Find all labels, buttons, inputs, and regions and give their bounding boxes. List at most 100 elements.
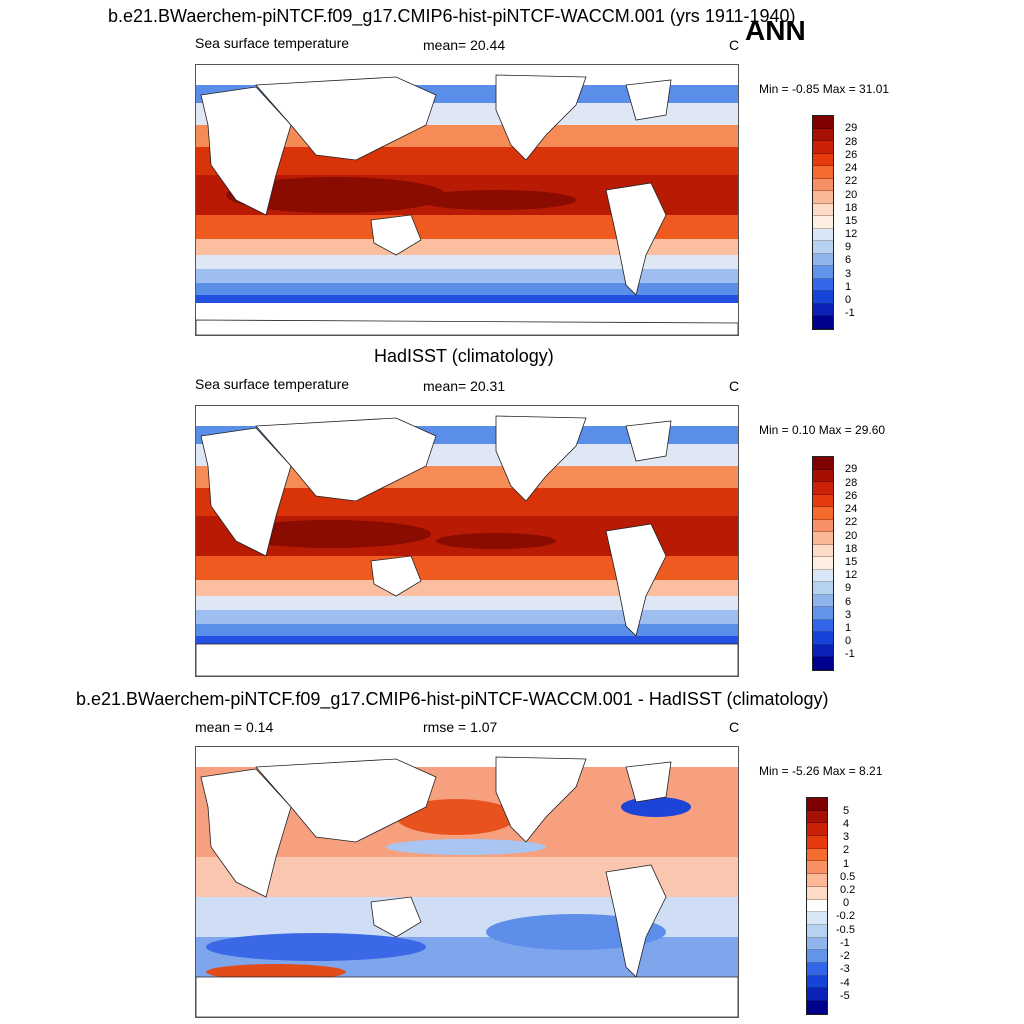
panel2-obs-sst-map [195,405,739,677]
panel1-colorbar-swatch [813,178,833,191]
panel3-colorbar-swatch [807,975,827,989]
panel2-colorbar-tick: 1 [845,622,852,634]
panel2-colorbar-swatch [813,469,833,482]
panel3-colorbar-swatch [807,848,827,862]
panel2-colorbar-swatch [813,482,833,495]
panel2-colorbar-swatch [813,582,833,595]
panel2-colorbar-swatch [813,569,833,582]
panel1-colorbar-swatch [813,266,833,279]
panel2-colorbar-tick: 9 [845,582,852,594]
panel2-colorbar-tick: 15 [845,556,858,568]
panel3-colorbar-swatch [807,950,827,963]
panel2-colorbar-swatch [813,594,833,607]
panel1-colorbar-tick: 15 [845,215,858,227]
season-label: ANN [745,15,806,46]
panel1-colorbar-tick: 28 [845,136,858,148]
panel2-colorbar-tick: 24 [845,503,858,515]
panel1-unit-label: C [729,37,740,53]
panel2-colorbar-swatch [813,544,833,557]
panel3-unit-label: C [729,719,740,735]
panel2-colorbar-tick: 18 [845,543,858,555]
panel3-colorbar-tick: 0.5 [840,871,856,883]
panel2-colorbar-swatch [813,607,833,620]
panel3-difference-map [195,746,739,1018]
panel2-colorbar-tick: 20 [845,530,858,542]
panel1-colorbar-tick: 1 [845,281,852,293]
panel3-rmse-label: rmse = 1.07 [423,719,498,735]
panel1-colorbar-swatch [813,141,833,154]
panel2-colorbar-swatch [813,619,833,632]
panel1-colorbar-tick: 24 [845,162,858,174]
panel2-colorbar-swatch [813,632,833,645]
panel2-mean-label: mean= 20.31 [423,378,506,394]
panel2-colorbar-swatch [813,494,833,507]
panel1-colorbar [812,115,834,330]
panel2-variable-label: Sea surface temperature [195,376,350,392]
panel1-colorbar-tick: 3 [845,268,852,280]
panel1-colorbar-tick: 29 [845,122,858,134]
panel2-colorbar-tick: 0 [845,635,852,647]
panel3-colorbar-swatch [807,886,827,900]
panel3-colorbar-tick: -3 [840,963,850,975]
panel3-colorbar-swatch [807,899,827,913]
panel2-colorbar-tick: -1 [845,648,855,660]
panel3-colorbar-swatch [807,924,827,938]
panel3-colorbar-swatch [807,962,827,976]
panel1-map-svg [196,65,738,335]
panel3-colorbar-tick: 1 [843,858,850,870]
panel2-minmax-label: Min = 0.10 Max = 29.60 [759,423,886,437]
panel3-colorbar-tick: -4 [840,977,850,989]
panel2-map-svg [196,406,738,676]
panel3-colorbar-swatch [807,937,827,951]
panel3-heading: b.e21.BWaerchem-piNTCF.f09_g17.CMIP6-his… [76,689,829,709]
panel3-colorbar-tick: 4 [843,818,850,830]
panel2-colorbar-tick: 29 [845,463,858,475]
panel2-colorbar-tick: 26 [845,490,858,502]
panel3-colorbar-swatch [807,798,827,811]
panel2-colorbar-swatch [813,507,833,520]
panel2-colorbar-tick: 12 [845,569,858,581]
panel1-variable-label: Sea surface temperature [195,35,350,51]
panel1-colorbar-tick: 6 [845,254,852,266]
panel1-colorbar-swatch [813,278,833,291]
panel3-colorbar-swatch [807,861,827,875]
panel2-colorbar-swatch [813,457,833,470]
panel1-colorbar-swatch [813,316,833,329]
panel3-colorbar-tick: 3 [843,831,850,843]
panel1-colorbar-swatch [813,241,833,254]
panel3-mean-label: mean = 0.14 [195,719,274,735]
panel3-minmax-label: Min = -5.26 Max = 8.21 [759,764,883,778]
panel1-colorbar-swatch [813,166,833,179]
panel1-colorbar-tick: 12 [845,228,858,240]
panel1-colorbar-swatch [813,116,833,129]
panel3-colorbar-swatch [807,912,827,925]
panel1-colorbar-tick: 26 [845,149,858,161]
panel1-mean-label: mean= 20.44 [423,37,506,53]
panel3-colorbar-tick: -0.5 [836,924,855,936]
panel1-colorbar-tick: 18 [845,202,858,214]
panel1-minmax-label: Min = -0.85 Max = 31.01 [759,82,890,96]
panel3-colorbar-swatch [807,1001,827,1014]
panel2-colorbar-swatch [813,644,833,657]
panel1-colorbar-tick: 22 [845,175,858,187]
panel3-colorbar-swatch [807,823,827,837]
panel3-map-svg [196,747,738,1017]
panel1-colorbar-tick: -1 [845,307,855,319]
panel1-colorbar-swatch [813,216,833,229]
panel3-colorbar [806,797,828,1015]
panel2-heading: HadISST (climatology) [374,346,554,366]
panel2-colorbar-swatch [813,532,833,545]
panel3-colorbar-tick: -2 [840,950,850,962]
panel3-colorbar-swatch [807,810,827,824]
panel2-colorbar-swatch [813,557,833,570]
panel2-colorbar-swatch [813,519,833,532]
panel2-colorbar-tick: 28 [845,477,858,489]
panel1-colorbar-tick: 9 [845,241,852,253]
panel1-colorbar-tick: 20 [845,189,858,201]
panel3-colorbar-swatch [807,836,827,849]
panel2-colorbar-tick: 3 [845,609,852,621]
panel2-colorbar-tick: 6 [845,596,852,608]
panel1-model-sst-map [195,64,739,336]
panel1-colorbar-swatch [813,128,833,141]
panel3-colorbar-swatch [807,874,827,887]
